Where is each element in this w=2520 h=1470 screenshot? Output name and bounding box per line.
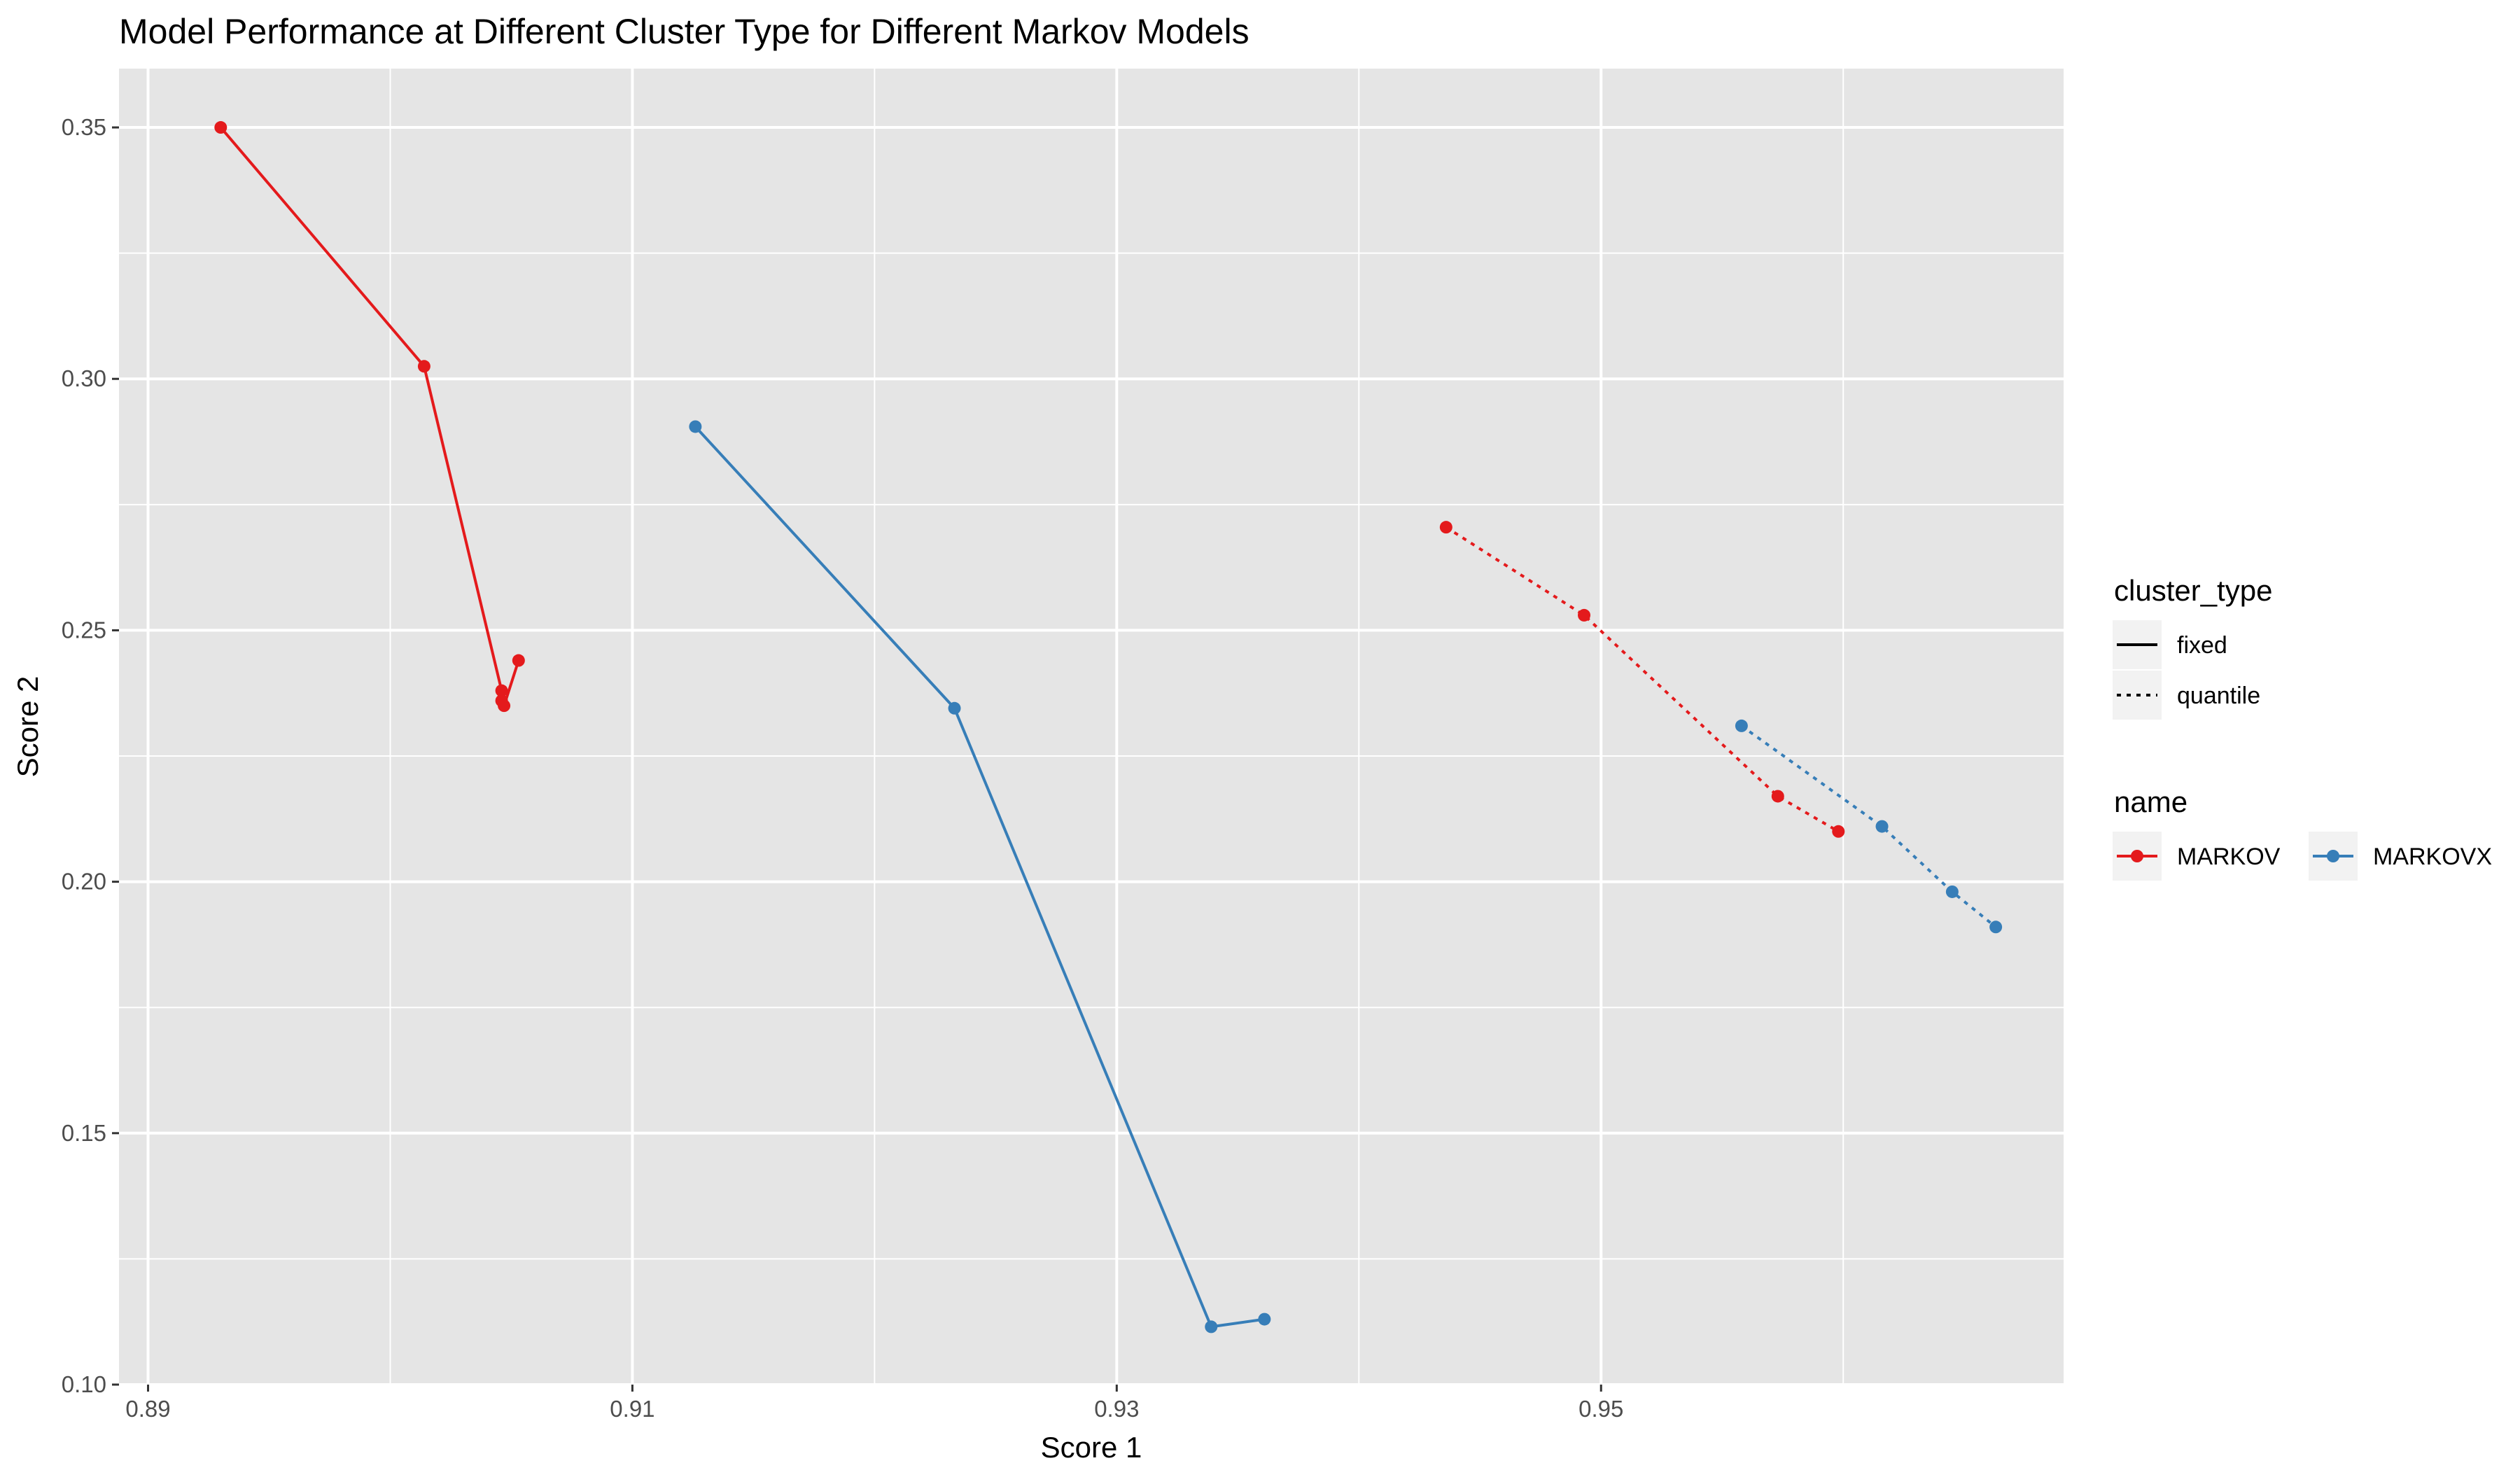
data-point-markovx-quantile <box>1875 820 1889 833</box>
data-point-markovx-fixed <box>948 701 961 715</box>
data-point-markov-quantile <box>1439 521 1452 534</box>
plot-panel <box>119 69 2064 1385</box>
x-tick-label: 0.95 <box>1578 1396 1623 1422</box>
data-point-markovx-fixed <box>1258 1312 1271 1326</box>
legend-title-cluster-type: cluster_type <box>2114 574 2272 607</box>
data-point-markov-fixed <box>498 699 511 713</box>
x-tick-label: 0.89 <box>125 1396 170 1422</box>
data-point-markovx-fixed <box>689 420 702 433</box>
data-point-markov-quantile <box>1578 608 1591 622</box>
data-point-markov-fixed <box>495 684 508 697</box>
y-tick-label: 0.10 <box>62 1371 106 1397</box>
grid-minor <box>119 69 2064 1385</box>
chart-title: Model Performance at Different Cluster T… <box>119 12 1250 51</box>
legend-key-markov-dot <box>2131 850 2143 862</box>
series-line-markov-quantile <box>1445 526 1840 833</box>
series-line-markovx-fixed <box>694 426 1265 1329</box>
y-axis: 0.10 0.15 0.20 0.25 0.30 0.35 <box>62 114 119 1397</box>
legend-label-markov: MARKOV <box>2177 844 2281 870</box>
data-point-markov-fixed <box>417 360 430 373</box>
data-point-markovx-quantile <box>1989 920 2003 934</box>
data-point-markovx-fixed <box>1205 1320 1218 1334</box>
series-line-markovx-quantile <box>1740 724 1997 928</box>
legend-title-name: name <box>2114 785 2188 818</box>
y-tick-label: 0.25 <box>62 617 106 643</box>
legend: cluster_type fixed quantile name MARKOV … <box>2113 574 2492 881</box>
grid-major <box>119 69 2064 1386</box>
data-point-markovx-quantile <box>1735 719 1748 732</box>
data-point-markov-quantile <box>1771 790 1784 803</box>
data-point-markov-fixed <box>512 654 525 667</box>
y-tick-label: 0.15 <box>62 1120 106 1146</box>
legend-key-markovx-dot <box>2327 850 2339 862</box>
data-point-markovx-quantile <box>1945 885 1959 898</box>
y-tick-label: 0.35 <box>62 114 106 140</box>
x-tick-label: 0.91 <box>610 1396 654 1422</box>
y-axis-title: Score 2 <box>11 676 44 778</box>
y-tick-label: 0.20 <box>62 869 106 895</box>
y-tick-label: 0.30 <box>62 365 106 391</box>
x-axis-title: Score 1 <box>1041 1431 1142 1464</box>
series-layer <box>214 121 2003 1334</box>
data-point-markov-fixed <box>214 121 227 134</box>
legend-label-quantile: quantile <box>2177 682 2260 709</box>
x-axis: 0.89 0.91 0.93 0.95 <box>125 1385 1623 1422</box>
legend-label-markovx: MARKOVX <box>2373 844 2492 870</box>
legend-label-fixed: fixed <box>2177 632 2227 659</box>
x-tick-label: 0.93 <box>1094 1396 1139 1422</box>
data-point-markov-quantile <box>1832 825 1845 838</box>
